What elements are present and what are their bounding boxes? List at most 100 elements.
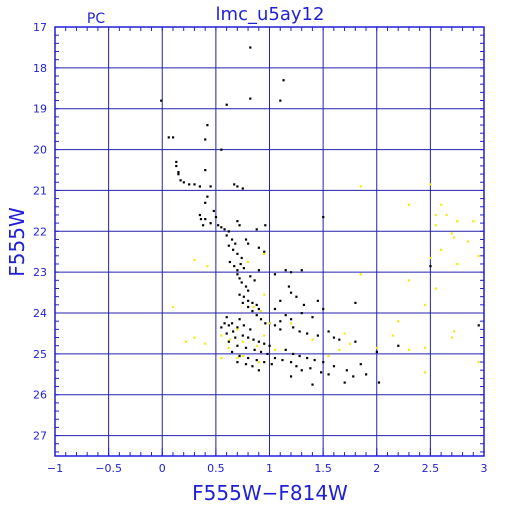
black-star-point — [209, 185, 212, 188]
black-star-point — [199, 218, 203, 221]
yellow-star-point — [477, 254, 480, 257]
yellow-star-point — [429, 256, 432, 260]
black-star-point — [322, 215, 325, 219]
black-star-point — [253, 348, 256, 351]
x-tick-label: 2.5 — [422, 462, 440, 475]
yellow-star-point — [445, 213, 448, 217]
y-ticks: 17 18 19 20 21 22 23 24 25 26 27 — [33, 21, 484, 453]
x-tick-label: 1.5 — [314, 462, 332, 475]
black-star-point — [289, 271, 293, 274]
black-star-point — [345, 369, 348, 372]
yellow-star-point — [407, 348, 411, 351]
yellow-star-point — [343, 332, 346, 335]
black-star-point — [206, 195, 209, 198]
black-star-point — [225, 332, 228, 335]
black-star-point — [242, 295, 245, 298]
yellow-star-point — [477, 361, 480, 364]
black-star-point — [227, 340, 230, 343]
black-star-point — [300, 312, 303, 315]
yellow-star-point — [227, 346, 230, 349]
black-star-point — [273, 324, 277, 327]
yellow-star-point — [228, 338, 232, 341]
black-star-point — [236, 220, 239, 223]
yellow-star-point — [452, 330, 456, 333]
black-star-point — [300, 369, 303, 372]
black-star-point — [332, 336, 336, 339]
yellow-star-point — [263, 293, 266, 296]
black-star-point — [238, 224, 241, 227]
yellow-star-point — [263, 252, 266, 255]
black-star-point — [319, 371, 323, 374]
corner-label: PC — [87, 11, 105, 27]
black-star-point — [375, 350, 378, 354]
black-star-point — [252, 338, 255, 341]
black-star-point — [238, 277, 241, 280]
black-star-point — [284, 269, 287, 272]
black-star-point — [377, 381, 381, 384]
black-star-point — [279, 328, 282, 331]
black-star-point — [241, 334, 244, 337]
yellow-star-point — [424, 371, 427, 374]
black-star-point — [177, 171, 180, 174]
yellow-star-point — [434, 224, 437, 227]
y-tick-label: 18 — [33, 62, 47, 75]
black-star-point — [240, 256, 243, 260]
x-tick-label: 3 — [481, 462, 488, 475]
black-star-point — [298, 354, 301, 358]
black-star-point — [282, 79, 285, 82]
chart-title: lmc_u5ay12 — [216, 4, 325, 25]
y-tick-label: 22 — [33, 225, 47, 238]
yellow-star-point — [289, 322, 293, 325]
black-star-point — [306, 356, 309, 360]
black-star-point — [311, 316, 314, 319]
black-star-point — [236, 344, 239, 347]
yellow-star-point — [407, 203, 411, 206]
yellow-star-point — [391, 334, 395, 337]
black-star-point — [247, 305, 250, 309]
black-star-point — [220, 226, 223, 229]
black-star-point — [264, 224, 267, 227]
black-star-point — [306, 332, 309, 335]
black-star-point — [240, 281, 243, 284]
black-star-point — [220, 148, 223, 151]
yellow-star-point — [450, 336, 454, 339]
yellow-star-point — [424, 346, 427, 349]
black-star-point — [242, 324, 245, 327]
black-star-point — [234, 336, 237, 339]
yellow-star-point — [241, 354, 244, 358]
black-star-point — [175, 160, 178, 164]
x-tick-label: 2 — [373, 462, 380, 475]
black-star-point — [171, 136, 175, 139]
black-star-point — [300, 269, 303, 272]
yellow-star-point — [273, 348, 277, 351]
black-star-point — [249, 275, 252, 278]
yellow-star-point — [252, 305, 255, 309]
black-star-point — [289, 318, 293, 321]
black-star-point — [236, 326, 239, 329]
black-star-point — [227, 244, 230, 247]
y-tick-label: 21 — [33, 184, 47, 197]
black-star-point — [255, 303, 258, 307]
black-star-point — [202, 224, 205, 227]
black-star-point — [204, 138, 207, 141]
black-star-point — [244, 238, 248, 241]
y-tick-label: 20 — [33, 144, 47, 157]
black-star-point — [263, 361, 266, 364]
y-axis-label: F555W — [5, 207, 29, 277]
black-star-point — [236, 361, 239, 364]
black-star-point — [198, 185, 201, 188]
black-star-point — [223, 322, 226, 325]
black-star-point — [257, 369, 260, 372]
black-star-point — [313, 358, 316, 362]
black-star-point — [230, 350, 234, 354]
black-star-point — [253, 279, 256, 282]
black-star-point — [255, 228, 258, 231]
black-star-point — [365, 373, 368, 376]
black-star-point — [251, 309, 254, 313]
black-star-point — [270, 363, 273, 366]
black-star-point — [242, 267, 245, 270]
yellow-star-point — [184, 340, 188, 343]
yellow-star-point — [434, 213, 437, 217]
black-star-point — [225, 234, 228, 237]
black-star-point — [238, 293, 241, 296]
